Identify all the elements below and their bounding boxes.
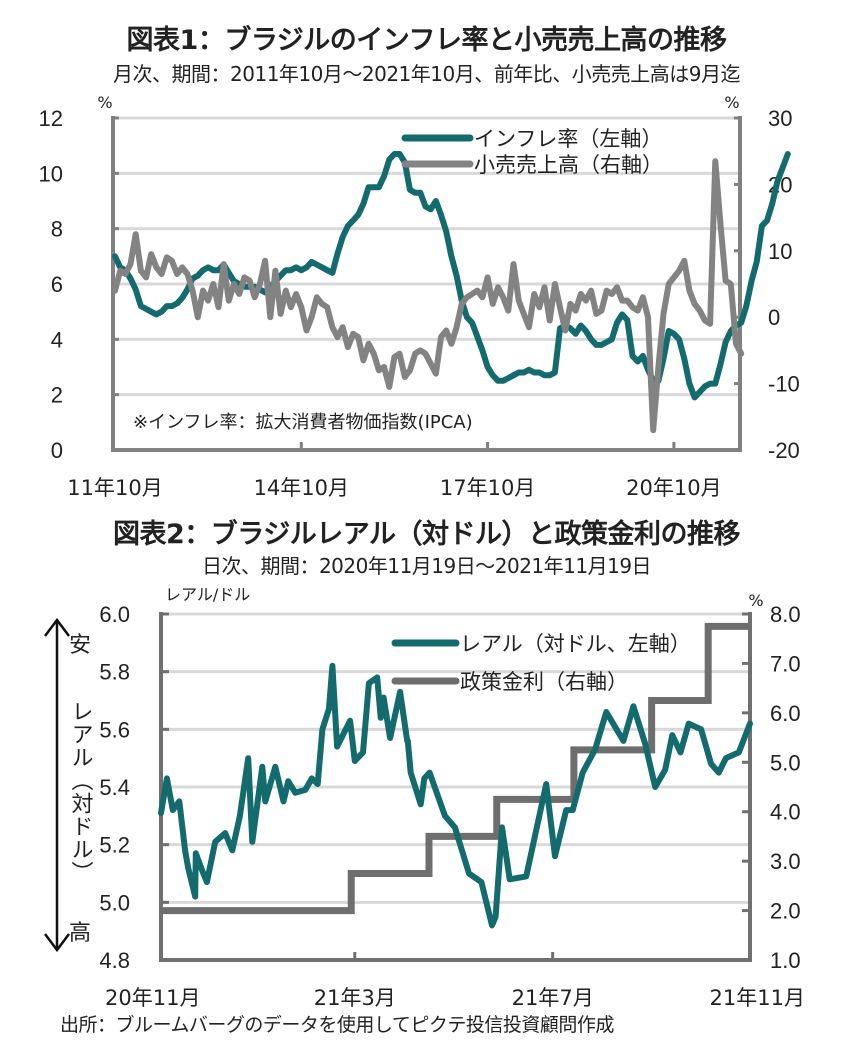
left-axis-tick-label: 8 (51, 217, 63, 242)
x-axis-tick-label: 14年10月 (254, 476, 349, 500)
left-axis-tick-label: 5.6 (99, 717, 130, 742)
left-axis-tick-label: 2 (51, 383, 63, 408)
left-axis-label: レアル（対ドル） (68, 700, 94, 884)
right-axis-tick-label: 2.0 (770, 899, 801, 924)
source-note: 出所：ブルームバーグのデータを使用してピクテ投信投資顧問作成 (60, 1014, 614, 1036)
left-axis-tick-label: 5.2 (99, 833, 130, 858)
right-axis-tick-label: 10 (768, 239, 792, 264)
right-axis-tick-label: 3.0 (770, 849, 801, 874)
right-axis-tick-label: 8.0 (770, 602, 801, 627)
right-axis-tick-label: 1.0 (770, 948, 801, 973)
chart1-title: 図表1：ブラジルのインフレ率と小売売上高の推移 (126, 25, 727, 56)
left-axis-tick-label: 4 (51, 327, 63, 352)
legend-label: 政策金利（右軸） (460, 670, 628, 694)
axis-annotation-cheap: 安 (69, 633, 91, 658)
left-axis-tick-label: 5.0 (99, 890, 130, 915)
left-axis-tick-label: 6.0 (99, 602, 130, 627)
left-axis-tick-label: 5.4 (99, 775, 130, 800)
right-axis-tick-label: 6.0 (770, 701, 801, 726)
chart2-title: 図表2：ブラジルレアル（対ドル）と政策金利の推移 (113, 519, 740, 550)
right-axis-tick-label: 4.0 (770, 800, 801, 825)
right-axis-tick-label: 30 (768, 106, 792, 131)
right-axis-tick-label: 7.0 (770, 651, 801, 676)
right-axis-tick-label: 5.0 (770, 750, 801, 775)
arrow-up-icon (44, 617, 70, 637)
x-axis-tick-label: 21年7月 (512, 986, 594, 1010)
left-axis-tick-label: 0 (51, 438, 63, 463)
legend-label: インフレ率（左軸） (474, 127, 662, 151)
policy-rate-line (161, 622, 750, 915)
right-axis-tick-label: -10 (768, 372, 800, 397)
chart1-footnote: ※インフレ率：拡大消費者物価指数(IPCA) (133, 412, 473, 433)
arrow-down-icon (44, 933, 70, 953)
x-axis-tick-label: 21年11月 (710, 986, 805, 1010)
right-axis-unit: % (724, 93, 739, 112)
left-axis-tick-label: 12 (39, 106, 63, 131)
x-axis-tick-label: 11年10月 (67, 476, 162, 500)
legend-label: レアル（対ドル、左軸） (460, 632, 691, 656)
left-axis-unit: % (97, 93, 112, 112)
right-axis-tick-label: 0 (768, 305, 780, 330)
axis-annotation-expensive: 高 (69, 921, 91, 946)
x-axis-tick-label: 21年3月 (314, 986, 396, 1010)
left-axis-tick-label: 5.8 (99, 660, 130, 685)
retail-sales-line (112, 158, 745, 434)
x-axis-tick-label: 20年10月 (626, 476, 721, 500)
left-axis-tick-label: 10 (39, 161, 63, 186)
left-axis-tick-label: 6 (51, 272, 63, 297)
left-axis-unit: レアル/ドル (165, 585, 250, 604)
right-axis-tick-label: -20 (768, 438, 800, 463)
legend-label: 小売売上高（右軸） (474, 153, 663, 177)
left-axis-tick-label: 4.8 (99, 948, 130, 973)
x-axis-tick-label: 17年10月 (440, 476, 535, 500)
right-axis-unit: % (748, 591, 763, 610)
x-axis-tick-label: 20年11月 (105, 986, 200, 1010)
chart1-subtitle: 月次、期間：2011年10月～2021年10月、前年比、小売売上高は9月迄 (113, 62, 740, 86)
brl-usd-line (158, 662, 753, 929)
chart2-subtitle: 日次、期間：2020年11月19日～2021年11月19日 (201, 554, 652, 578)
